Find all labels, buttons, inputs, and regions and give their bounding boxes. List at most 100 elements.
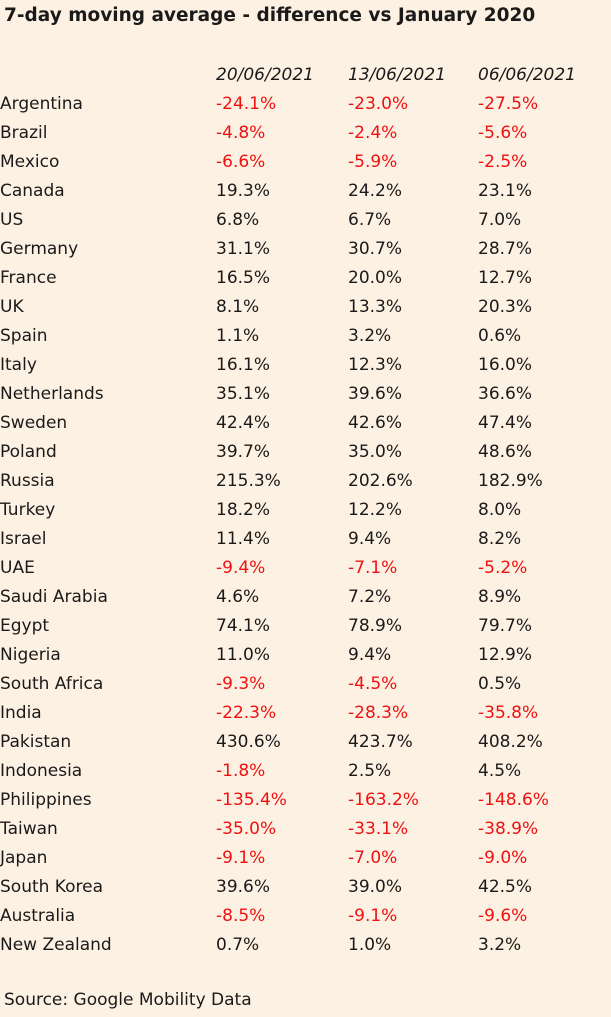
value-cell-date-1: 74.1% [216, 615, 271, 636]
value-cell-date-1: 430.6% [216, 731, 281, 752]
value-cell-date-2: 6.7% [348, 209, 392, 230]
table-row: Canada 19.3% 24.2% 23.1% [0, 176, 611, 205]
value-cell-date-1: -35.0% [216, 818, 277, 839]
source-note: Source: Google Mobility Data [4, 990, 252, 1010]
value-cell-date-2: -28.3% [348, 702, 409, 723]
table-row: Indonesia -1.8% 2.5% 4.5% [0, 756, 611, 785]
country-label: Indonesia [0, 760, 83, 781]
value-cell-date-2: -9.1% [348, 905, 398, 926]
value-cell-date-2: 12.3% [348, 354, 403, 375]
value-cell-date-2: 9.4% [348, 528, 392, 549]
value-cell-date-3: 8.0% [478, 499, 522, 520]
value-cell-date-1: 4.6% [216, 586, 260, 607]
value-cell-date-3: 36.6% [478, 383, 533, 404]
table-row: South Africa -9.3% -4.5% 0.5% [0, 669, 611, 698]
value-cell-date-1: -1.8% [216, 760, 266, 781]
table-row: UAE -9.4% -7.1% -5.2% [0, 553, 611, 582]
country-label: Japan [0, 847, 48, 868]
table-row: New Zealand 0.7% 1.0% 3.2% [0, 930, 611, 959]
table-row: Japan -9.1% -7.0% -9.0% [0, 843, 611, 872]
country-label: India [0, 702, 42, 723]
country-label: Sweden [0, 412, 68, 433]
value-cell-date-2: 423.7% [348, 731, 413, 752]
value-cell-date-2: 24.2% [348, 180, 403, 201]
country-label: Spain [0, 325, 48, 346]
country-label: South Africa [0, 673, 104, 694]
value-cell-date-2: -5.9% [348, 151, 398, 172]
table-row: Spain 1.1% 3.2% 0.6% [0, 321, 611, 350]
value-cell-date-3: 8.9% [478, 586, 522, 607]
table-row: Israel 11.4% 9.4% 8.2% [0, 524, 611, 553]
value-cell-date-2: 1.0% [348, 934, 392, 955]
country-label: Argentina [0, 93, 83, 114]
table-row: Mexico -6.6% -5.9% -2.5% [0, 147, 611, 176]
value-cell-date-2: 30.7% [348, 238, 403, 259]
value-cell-date-1: 39.6% [216, 876, 271, 897]
value-cell-date-1: 42.4% [216, 412, 271, 433]
value-cell-date-2: -33.1% [348, 818, 409, 839]
country-label: Mexico [0, 151, 60, 172]
value-cell-date-2: 7.2% [348, 586, 392, 607]
value-cell-date-1: 16.1% [216, 354, 271, 375]
value-cell-date-3: -9.0% [478, 847, 528, 868]
value-cell-date-2: -4.5% [348, 673, 398, 694]
value-cell-date-1: -9.1% [216, 847, 266, 868]
header-country-cell [0, 60, 216, 89]
country-label: Philippines [0, 789, 92, 810]
value-cell-date-1: -8.5% [216, 905, 266, 926]
value-cell-date-1: -6.6% [216, 151, 266, 172]
country-label: New Zealand [0, 934, 112, 955]
value-cell-date-1: -135.4% [216, 789, 287, 810]
value-cell-date-2: 20.0% [348, 267, 403, 288]
value-cell-date-3: -5.6% [478, 122, 528, 143]
value-cell-date-2: -7.1% [348, 557, 398, 578]
value-cell-date-2: 39.6% [348, 383, 403, 404]
value-cell-date-3: -27.5% [478, 93, 539, 114]
mobility-table: 20/06/2021 13/06/2021 06/06/2021 Argenti… [0, 60, 611, 959]
table-row: Brazil -4.8% -2.4% -5.6% [0, 118, 611, 147]
value-cell-date-2: 78.9% [348, 615, 403, 636]
country-label: Australia [0, 905, 76, 926]
value-cell-date-3: 4.5% [478, 760, 522, 781]
value-cell-date-3: 0.5% [478, 673, 522, 694]
value-cell-date-3: -35.8% [478, 702, 539, 723]
value-cell-date-3: -5.2% [478, 557, 528, 578]
table-row: Turkey 18.2% 12.2% 8.0% [0, 495, 611, 524]
table-row: Pakistan 430.6% 423.7% 408.2% [0, 727, 611, 756]
value-cell-date-3: 182.9% [478, 470, 543, 491]
table-row: Germany 31.1% 30.7% 28.7% [0, 234, 611, 263]
value-cell-date-3: 28.7% [478, 238, 533, 259]
value-cell-date-3: -9.6% [478, 905, 528, 926]
value-cell-date-2: 202.6% [348, 470, 413, 491]
value-cell-date-3: 12.7% [478, 267, 533, 288]
table-row: Egypt 74.1% 78.9% 79.7% [0, 611, 611, 640]
value-cell-date-1: 6.8% [216, 209, 260, 230]
country-label: Poland [0, 441, 57, 462]
table-body: Argentina -24.1% -23.0% -27.5% Brazil -4.8% -2… [0, 89, 611, 959]
country-label: US [0, 209, 24, 230]
table-row: Saudi Arabia 4.6% 7.2% 8.9% [0, 582, 611, 611]
value-cell-date-3: 0.6% [478, 325, 522, 346]
value-cell-date-1: -22.3% [216, 702, 277, 723]
country-label: Netherlands [0, 383, 104, 404]
value-cell-date-1: 11.0% [216, 644, 271, 665]
value-cell-date-2: 12.2% [348, 499, 403, 520]
value-cell-date-3: 16.0% [478, 354, 533, 375]
value-cell-date-3: 20.3% [478, 296, 533, 317]
value-cell-date-2: 13.3% [348, 296, 403, 317]
country-label: Pakistan [0, 731, 72, 752]
table-row: Australia -8.5% -9.1% -9.6% [0, 901, 611, 930]
table-row: France 16.5% 20.0% 12.7% [0, 263, 611, 292]
value-cell-date-3: 48.6% [478, 441, 533, 462]
country-label: Israel [0, 528, 47, 549]
value-cell-date-3: 12.9% [478, 644, 533, 665]
value-cell-date-1: 11.4% [216, 528, 271, 549]
country-label: UAE [0, 557, 35, 578]
value-cell-date-3: 8.2% [478, 528, 522, 549]
value-cell-date-3: 23.1% [478, 180, 533, 201]
country-label: Russia [0, 470, 55, 491]
table-row: UK 8.1% 13.3% 20.3% [0, 292, 611, 321]
value-cell-date-1: 1.1% [216, 325, 260, 346]
country-label: South Korea [0, 876, 104, 897]
value-cell-date-2: -2.4% [348, 122, 398, 143]
